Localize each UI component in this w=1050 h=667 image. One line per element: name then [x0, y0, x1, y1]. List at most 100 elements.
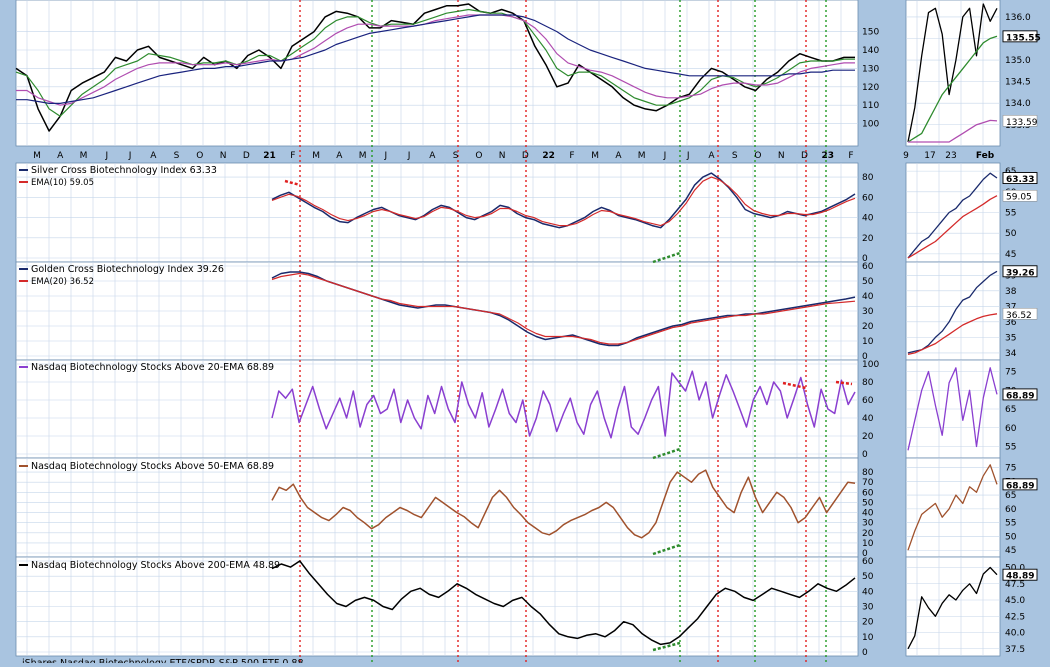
inset-value-label: 133.59	[1006, 118, 1038, 128]
inset-value-label: 68.89	[1006, 391, 1034, 401]
inset-value-badge: 133.59	[1002, 115, 1038, 128]
x-tick-label: M	[638, 151, 646, 161]
x-tick-label: S	[732, 151, 738, 161]
inset-value-box	[1002, 115, 1038, 127]
legend-entry: Nasdaq Biotechnology Stocks Above 50-EMA…	[19, 461, 274, 472]
y-tick-label: 10	[862, 633, 874, 643]
y-tick-label: 40	[862, 214, 874, 224]
y-tick-label: 40	[862, 414, 874, 424]
inset-y-tick-label: 60	[1005, 424, 1017, 434]
y-tick-label: 20	[862, 529, 874, 539]
inset-value-box	[1002, 265, 1038, 278]
inset-y-tick-label: 50	[1005, 229, 1017, 239]
inset-x-tick-label: 23	[945, 151, 956, 161]
inset-value-box	[1002, 308, 1038, 320]
legend-label: Silver Cross Biotechnology Index 63.33	[31, 165, 217, 176]
divergence-marker	[835, 380, 853, 386]
inset-value-box	[1002, 478, 1038, 491]
x-tick-label: 23	[821, 151, 834, 161]
inset-value-badge: 48.89	[1002, 568, 1038, 582]
x-tick-label: M	[33, 151, 41, 161]
y-tick-label: 60	[862, 488, 874, 498]
y-tick-label: 80	[862, 173, 874, 183]
legend-label: EMA(20) 36.52	[31, 277, 94, 287]
x-tick-label: D	[243, 151, 250, 161]
inset-value-label: 36.52	[1006, 311, 1032, 321]
x-tick-label: O	[196, 151, 203, 161]
y-tick-label: 50	[862, 277, 874, 287]
x-tick-label: A	[708, 151, 715, 161]
y-tick-label: 50	[862, 498, 874, 508]
panel-background	[15, 457, 859, 558]
inset-value-badge: 36.52	[1002, 308, 1038, 321]
inset-x-tick-label: Feb	[976, 151, 995, 161]
series-line	[271, 172, 856, 229]
x-tick-label: F	[569, 151, 574, 161]
inset-y-tick-label: 40.0	[1005, 629, 1025, 639]
y-tick-label: 10	[862, 539, 874, 549]
legend-entry: Silver Cross Biotechnology Index 63.33	[19, 165, 217, 176]
inset-x-tick-label: 9	[903, 151, 909, 161]
inset-y-tick-label: 75	[1005, 368, 1016, 378]
y-tick-label: 140	[862, 46, 879, 56]
inset-value-badge: 39.26	[1002, 265, 1038, 278]
y-tick-label: 0	[862, 549, 868, 559]
x-tick-label: 21	[263, 151, 276, 161]
x-tick-label: 22	[542, 151, 555, 161]
inset-value-box	[1002, 388, 1038, 401]
y-tick-label: 40	[862, 509, 874, 519]
x-tick-label: A	[57, 151, 64, 161]
y-tick-label: 70	[862, 478, 874, 488]
x-tick-label: O	[475, 151, 482, 161]
inset-series-line	[907, 195, 998, 259]
series-line	[15, 8, 855, 117]
inset-value-label: 39.26	[1006, 268, 1034, 278]
x-tick-label: A	[615, 151, 622, 161]
x-tick-label: J	[128, 151, 132, 161]
y-tick-label: 60	[862, 396, 874, 406]
y-tick-label: 30	[862, 603, 874, 613]
inset-series-line	[907, 367, 998, 451]
y-tick-label: 30	[862, 307, 874, 317]
inset-x-tick-label: 17	[924, 151, 935, 161]
legend-entry: Golden Cross Biotechnology Index 39.26	[19, 264, 224, 275]
x-tick-label: J	[663, 151, 667, 161]
inset-value-box	[1002, 568, 1038, 581]
y-tick-label: 30	[862, 519, 874, 529]
inset-value-box	[1002, 30, 1038, 43]
y-tick-label: 10	[862, 337, 874, 347]
x-tick-label: D	[801, 151, 808, 161]
y-tick-label: 80	[862, 378, 874, 388]
legend-label: Nasdaq Biotechnology Stocks Above 20-EMA…	[31, 362, 274, 373]
legend-entry: Nasdaq Biotechnology Stocks Above 20-EMA…	[19, 362, 274, 373]
x-tick-label: M	[591, 151, 599, 161]
legend-label-bottom: iShares Nasdaq Biotechnology ETF/SPDR S&…	[22, 658, 304, 663]
inset-series-line	[907, 172, 998, 259]
series-line	[271, 560, 856, 646]
inset-panel-background	[905, 261, 1001, 361]
y-tick-label: 40	[862, 587, 874, 597]
x-tick-label: J	[407, 151, 411, 161]
inset-y-tick-label: 45.0	[1005, 596, 1025, 606]
series-line	[271, 370, 856, 439]
inset-y-tick-label: 34	[1005, 349, 1017, 359]
inset-y-tick-label: 65	[1005, 405, 1016, 415]
y-tick-label: 0	[862, 648, 868, 658]
y-tick-label: 60	[862, 557, 874, 567]
x-tick-label: F	[290, 151, 295, 161]
inset-value-box	[1002, 172, 1038, 184]
inset-value-badge: 59.05	[1002, 189, 1038, 203]
inset-y-tick-label: 50	[1005, 532, 1017, 542]
legend-label: Golden Cross Biotechnology Index 39.26	[31, 264, 224, 275]
inset-y-tick-label: 36	[1005, 318, 1017, 328]
panel-background	[15, 162, 859, 263]
series-line	[271, 272, 856, 345]
legend-label: EMA(10) 59.05	[31, 178, 94, 188]
divergence-marker	[284, 179, 301, 187]
y-tick-label: 120	[862, 83, 879, 93]
inset-y-tick-label: 55	[1005, 519, 1016, 529]
legend-entry: Nasdaq Biotechnology Stocks Above 200-EM…	[19, 560, 280, 571]
y-tick-label: 130	[862, 64, 879, 74]
inset-series-line	[907, 464, 998, 551]
